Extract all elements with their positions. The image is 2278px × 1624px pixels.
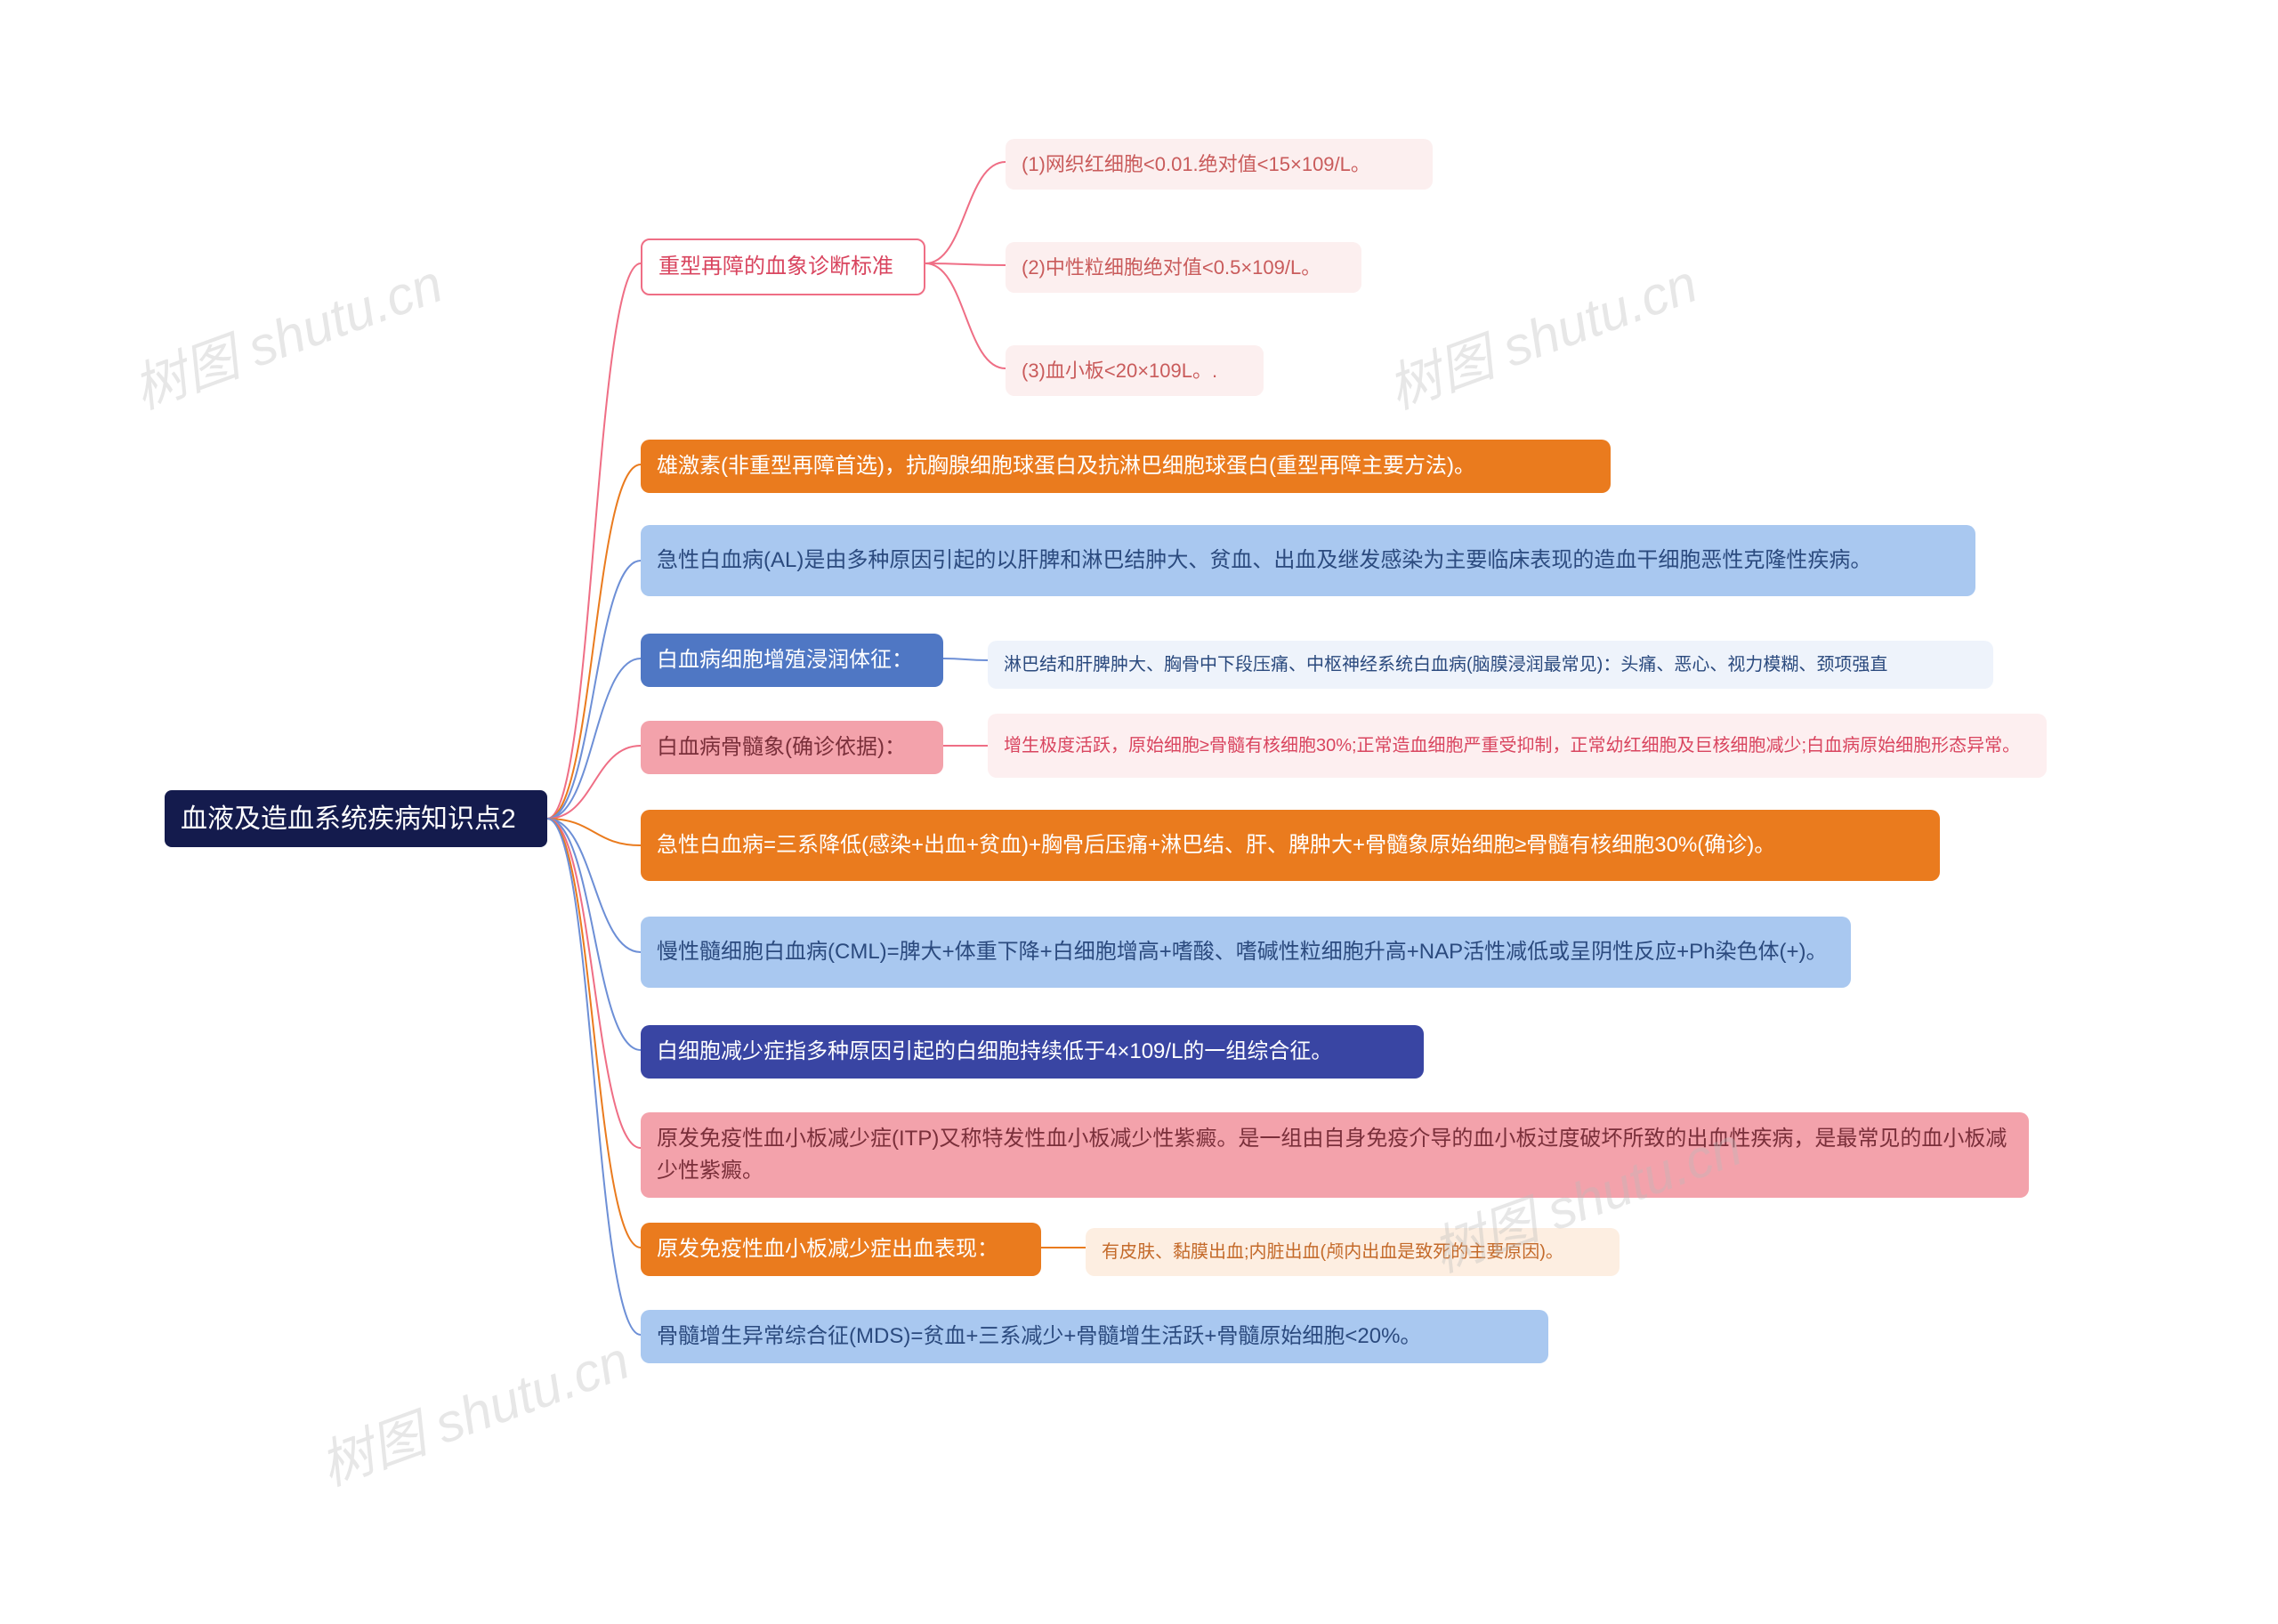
branch-b3-label: 急性白血病(AL)是由多种原因引起的以肝脾和淋巴结肿大、贫血、出血及继发感染为主… [657, 545, 1871, 577]
leaf-b1c2: (2)中性粒细胞绝对值<0.5×109/L。 [1006, 242, 1361, 293]
branch-b9: 原发免疫性血小板减少症(ITP)又称特发性血小板减少性紫癜。是一组由自身免疫介导… [641, 1112, 2029, 1198]
branch-b7: 慢性髓细胞白血病(CML)=脾大+体重下降+白细胞增高+嗜酸、嗜碱性粒细胞升高+… [641, 917, 1851, 988]
branch-b6-label: 急性白血病=三系降低(感染+出血+贫血)+胸骨后压痛+淋巴结、肝、脾肿大+骨髓象… [657, 829, 1775, 861]
leaf-b1c3: (3)血小板<20×109L。. [1006, 345, 1264, 396]
branch-b10: 原发免疫性血小板减少症出血表现： [641, 1223, 1041, 1276]
leaf-b1c3-label: (3)血小板<20×109L。. [1022, 356, 1217, 385]
leaf-b4c1-label: 淋巴结和肝脾肿大、胸骨中下段压痛、中枢神经系统白血病(脑膜浸润最常见)：头痛、恶… [1004, 651, 1887, 678]
leaf-b10c1: 有皮肤、黏膜出血;内脏出血(颅内出血是致死的主要原因)。 [1086, 1228, 1620, 1276]
root-label: 血液及造血系统疾病知识点2 [181, 799, 516, 839]
branch-b1: 重型再障的血象诊断标准 [641, 238, 925, 295]
branch-b6: 急性白血病=三系降低(感染+出血+贫血)+胸骨后压痛+淋巴结、肝、脾肿大+骨髓象… [641, 810, 1940, 881]
branch-b8: 白细胞减少症指多种原因引起的白细胞持续低于4×109/L的一组综合征。 [641, 1025, 1424, 1079]
branch-b3: 急性白血病(AL)是由多种原因引起的以肝脾和淋巴结肿大、贫血、出血及继发感染为主… [641, 525, 1975, 596]
branch-b4-label: 白血病细胞增殖浸润体征： [657, 644, 913, 676]
watermark: 树图 shutu.cn [308, 1317, 638, 1500]
branch-b2: 雄激素(非重型再障首选)，抗胸腺细胞球蛋白及抗淋巴细胞球蛋白(重型再障主要方法)… [641, 440, 1611, 493]
leaf-b5c1-label: 增生极度活跃，原始细胞≥骨髓有核细胞30%;正常造血细胞严重受抑制，正常幼红细胞… [1004, 732, 2020, 759]
leaf-b1c1: (1)网织红细胞<0.01.绝对值<15×109/L。 [1006, 139, 1433, 190]
branch-b5: 白血病骨髓象(确诊依据)： [641, 721, 943, 774]
branch-b4: 白血病细胞增殖浸润体征： [641, 634, 943, 687]
watermark: 树图 shutu.cn [121, 240, 451, 424]
branch-b1-label: 重型再障的血象诊断标准 [658, 251, 893, 283]
branch-b11-label: 骨髓增生异常综合征(MDS)=贫血+三系减少+骨髓增生活跃+骨髓原始细胞<20%… [657, 1321, 1421, 1353]
leaf-b1c2-label: (2)中性粒细胞绝对值<0.5×109/L。 [1022, 253, 1321, 282]
leaf-b1c1-label: (1)网织红细胞<0.01.绝对值<15×109/L。 [1022, 149, 1370, 179]
branch-b11: 骨髓增生异常综合征(MDS)=贫血+三系减少+骨髓增生活跃+骨髓原始细胞<20%… [641, 1310, 1548, 1363]
branch-b8-label: 白细胞减少症指多种原因引起的白细胞持续低于4×109/L的一组综合征。 [657, 1036, 1332, 1068]
branch-b9-label: 原发免疫性血小板减少症(ITP)又称特发性血小板减少性紫癜。是一组由自身免疫介导… [657, 1123, 2013, 1187]
branch-b5-label: 白血病骨髓象(确诊依据)： [657, 731, 906, 764]
root-node: 血液及造血系统疾病知识点2 [165, 790, 547, 847]
leaf-b5c1: 增生极度活跃，原始细胞≥骨髓有核细胞30%;正常造血细胞严重受抑制，正常幼红细胞… [988, 714, 2047, 778]
branch-b7-label: 慢性髓细胞白血病(CML)=脾大+体重下降+白细胞增高+嗜酸、嗜碱性粒细胞升高+… [657, 936, 1827, 968]
branch-b2-label: 雄激素(非重型再障首选)，抗胸腺细胞球蛋白及抗淋巴细胞球蛋白(重型再障主要方法)… [657, 450, 1475, 482]
leaf-b10c1-label: 有皮肤、黏膜出血;内脏出血(颅内出血是致死的主要原因)。 [1102, 1239, 1563, 1265]
leaf-b4c1: 淋巴结和肝脾肿大、胸骨中下段压痛、中枢神经系统白血病(脑膜浸润最常见)：头痛、恶… [988, 641, 1993, 689]
watermark: 树图 shutu.cn [1376, 240, 1706, 424]
branch-b10-label: 原发免疫性血小板减少症出血表现： [657, 1233, 998, 1265]
